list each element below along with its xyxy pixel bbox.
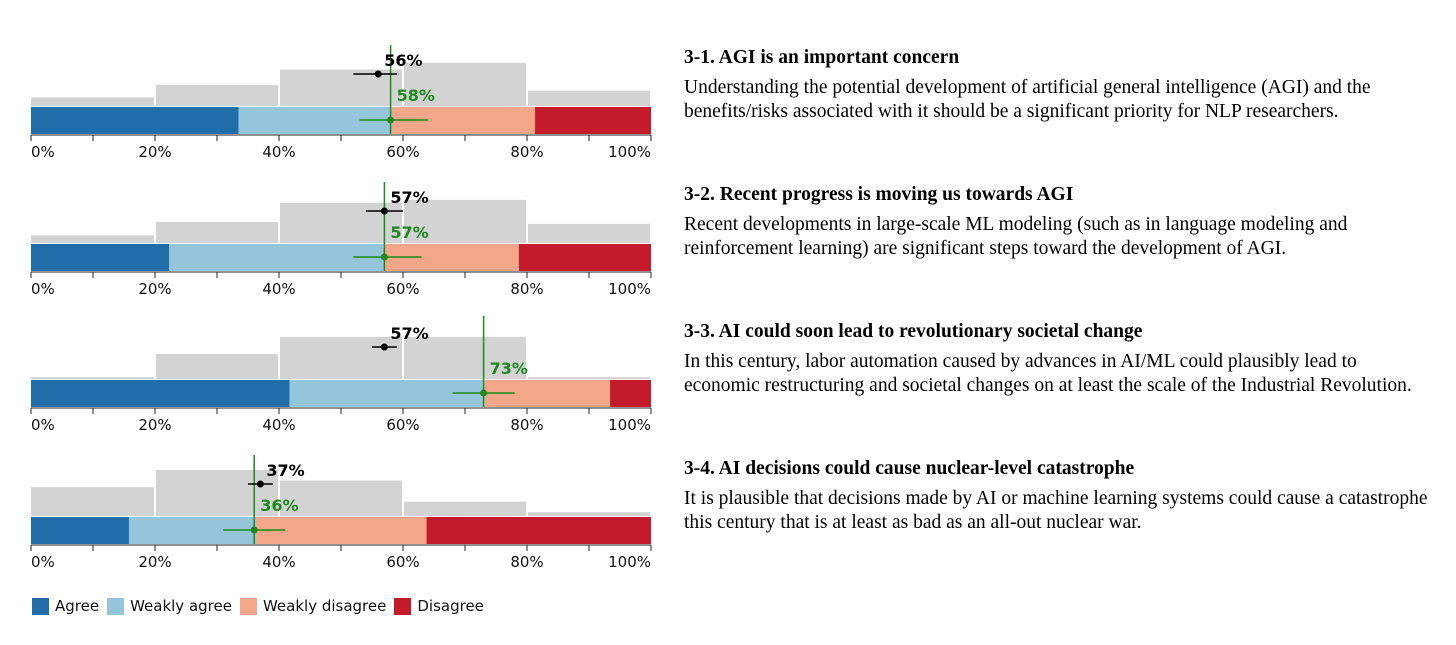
- predicted-mean-label: 56%: [384, 51, 422, 70]
- x-tick-label: 60%: [386, 416, 419, 434]
- question-text: Understanding the potential development …: [684, 77, 1371, 122]
- question-title: 3-4. AI decisions could cause nuclear-le…: [684, 458, 1135, 479]
- legend-label: Weakly disagree: [262, 597, 387, 615]
- actual-mean-label: 36%: [260, 496, 298, 515]
- question-text: In this century, labor automation caused…: [684, 351, 1412, 396]
- segment-disagree: [610, 380, 651, 407]
- x-tick-label: 40%: [262, 553, 295, 571]
- predicted-mean-point: [380, 343, 388, 351]
- question-title: 3-3. AI could soon lead to revolutionary…: [684, 321, 1143, 342]
- segment-disagree: [535, 107, 651, 134]
- legend-label: Disagree: [417, 597, 484, 615]
- histogram-bar: [31, 377, 154, 379]
- x-tick-label: 80%: [510, 143, 543, 161]
- histogram-bar: [528, 90, 650, 106]
- question-3-2: 3-2. Recent progress is moving us toward…: [684, 183, 1434, 261]
- histogram-bar: [31, 487, 154, 516]
- x-tick-label: 60%: [386, 553, 419, 571]
- question-title: 3-2. Recent progress is moving us toward…: [684, 184, 1074, 205]
- question-text: Recent developments in large-scale ML mo…: [684, 214, 1348, 259]
- actual-mean-label: 58%: [397, 86, 435, 105]
- predicted-mean-label: 57%: [390, 324, 428, 343]
- legend-item-weakly-disagree: Weakly disagree: [239, 597, 387, 615]
- legend-item-weakly-agree: Weakly agree: [107, 597, 232, 615]
- x-tick-label: 40%: [262, 280, 295, 298]
- histogram-bar: [156, 84, 278, 106]
- histogram-bar: [31, 235, 154, 243]
- segment-weakly-agree: [169, 244, 386, 271]
- chart-panel-4: 0% 20% 40% 60% 80% 100% 36% 37%: [30, 455, 652, 571]
- histogram-bar: [528, 223, 650, 243]
- segment-weakly-agree: [289, 380, 485, 407]
- x-tick-label: 100%: [608, 553, 651, 571]
- predicted-mean-label: 37%: [266, 461, 304, 480]
- x-tick-label: 100%: [608, 280, 651, 298]
- actual-mean-point: [480, 389, 488, 397]
- actual-mean-point: [250, 526, 258, 534]
- question-title: 3-1. AGI is an important concern: [684, 47, 960, 68]
- question-3-1: 3-1. AGI is an important concern Underst…: [684, 46, 1434, 124]
- histogram-bar: [528, 377, 650, 379]
- x-tick-label: 20%: [138, 280, 171, 298]
- chart-panel-3: 0% 20% 40% 60% 80% 100% 73% 57%: [30, 316, 652, 434]
- x-tick-label: 100%: [608, 416, 651, 434]
- x-tick-label: 60%: [386, 143, 419, 161]
- survey-charts: 0% 20% 40% 60% 80% 100% 58% 56% 0% 20% 40% 60% 80% 10…: [30, 45, 652, 571]
- predicted-mean-point: [380, 207, 388, 215]
- x-tick-label: 100%: [608, 143, 651, 161]
- histogram-bar: [280, 336, 402, 379]
- predicted-mean-label: 57%: [390, 188, 428, 207]
- histogram-bar: [156, 221, 278, 243]
- histogram-bar: [404, 62, 526, 106]
- x-tick-label: 20%: [138, 143, 171, 161]
- predicted-mean-point: [256, 480, 264, 488]
- histogram-bar: [156, 470, 278, 516]
- x-tick-label: 20%: [138, 553, 171, 571]
- x-tick-label: 60%: [386, 280, 419, 298]
- chart-panel-2: 0% 20% 40% 60% 80% 100% 57% 57%: [30, 182, 652, 298]
- segment-disagree: [426, 517, 651, 544]
- histogram-bar: [404, 501, 526, 516]
- question-3-3: 3-3. AI could soon lead to revolutionary…: [684, 320, 1434, 398]
- x-tick-label: 40%: [262, 416, 295, 434]
- x-tick-label: 80%: [510, 553, 543, 571]
- histogram-bar: [528, 512, 650, 516]
- histogram-bar: [31, 97, 154, 106]
- actual-mean-label: 57%: [390, 223, 428, 242]
- question-3-4: 3-4. AI decisions could cause nuclear-le…: [684, 457, 1434, 535]
- histogram-bar: [404, 199, 526, 243]
- segment-agree: [31, 380, 290, 407]
- histogram-bar: [156, 354, 278, 379]
- legend: Agree Weakly agree Weakly disagree Disag…: [32, 597, 492, 615]
- legend-item-disagree: Disagree: [394, 597, 484, 615]
- chart-panel-1: 0% 20% 40% 60% 80% 100% 58% 56%: [30, 45, 652, 161]
- segment-agree: [31, 244, 170, 271]
- segment-agree: [31, 107, 239, 134]
- histogram-bar: [404, 336, 526, 379]
- legend-swatch: [394, 597, 412, 615]
- legend-label: Agree: [55, 597, 100, 615]
- segment-agree: [31, 517, 129, 544]
- legend-swatch: [239, 597, 257, 615]
- x-tick-label: 0%: [31, 553, 55, 571]
- actual-mean-point: [380, 253, 388, 261]
- legend-swatch: [32, 597, 49, 615]
- x-tick-label: 20%: [138, 416, 171, 434]
- actual-mean-label: 73%: [490, 359, 528, 378]
- segment-disagree: [518, 244, 651, 271]
- predicted-mean-point: [374, 70, 382, 78]
- legend-label: Weakly agree: [130, 597, 232, 615]
- histogram-bar: [280, 480, 402, 516]
- question-text: It is plausible that decisions made by A…: [684, 488, 1428, 533]
- legend-item-agree: Agree: [32, 597, 99, 615]
- actual-mean-point: [387, 116, 395, 124]
- histogram-bar: [280, 69, 402, 106]
- x-tick-label: 80%: [510, 280, 543, 298]
- x-tick-label: 80%: [510, 416, 543, 434]
- x-tick-label: 0%: [31, 416, 55, 434]
- x-tick-label: 0%: [31, 143, 55, 161]
- legend-swatch: [107, 597, 125, 615]
- x-tick-label: 40%: [262, 143, 295, 161]
- x-tick-label: 0%: [31, 280, 55, 298]
